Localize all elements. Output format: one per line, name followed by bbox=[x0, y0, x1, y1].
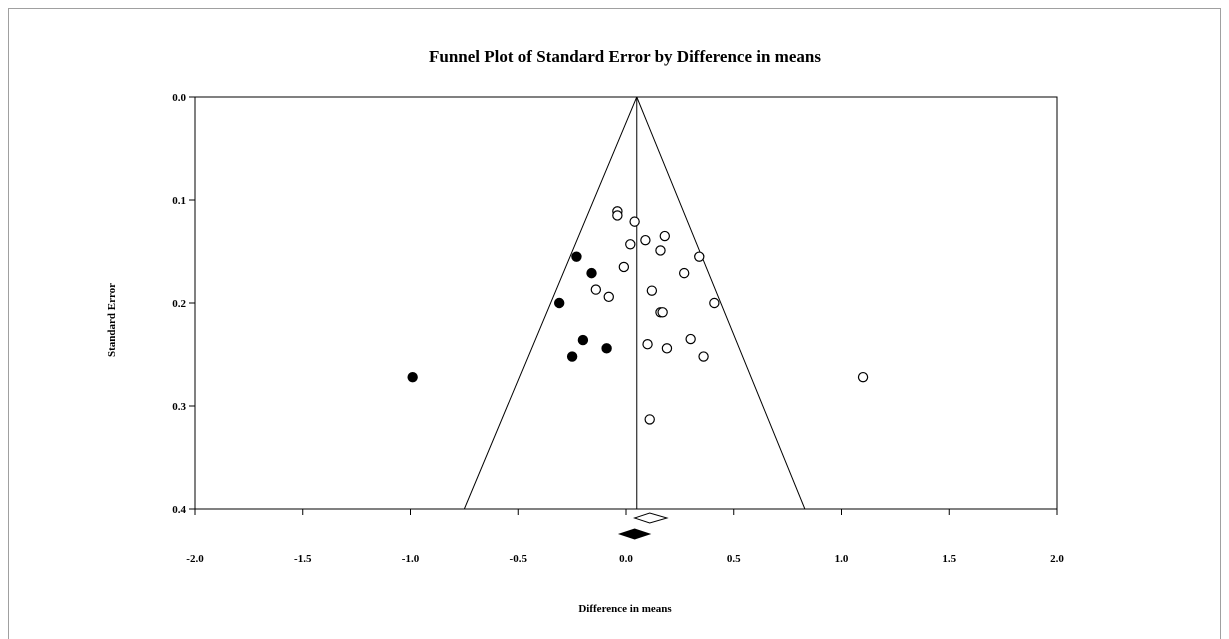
observed-study-point bbox=[618, 261, 630, 273]
imputed-study-point bbox=[566, 351, 578, 362]
y-tick-label: 0.0 bbox=[172, 92, 186, 104]
observed-study-point bbox=[659, 230, 670, 242]
y-axis-label: Standard Error bbox=[106, 283, 118, 357]
study-points bbox=[407, 206, 869, 425]
imputed-study-point bbox=[407, 371, 418, 383]
observed-study-point bbox=[603, 291, 614, 303]
x-tick-label: 0.5 bbox=[727, 553, 741, 565]
y-tick-label: 0.3 bbox=[172, 401, 186, 413]
x-tick-label: -0.5 bbox=[510, 553, 528, 565]
x-tick-label: 1.0 bbox=[835, 553, 849, 565]
imputed-study-point bbox=[601, 343, 612, 354]
observed-study-point bbox=[640, 234, 651, 246]
x-tick-label: -1.5 bbox=[294, 553, 312, 565]
imputed-study-point bbox=[571, 251, 582, 262]
funnel-left-line bbox=[463, 96, 638, 510]
imputed-study-point bbox=[577, 334, 589, 346]
observed-study-point bbox=[657, 307, 668, 318]
imputed-study-point bbox=[586, 267, 597, 279]
x-tick-label: 2.0 bbox=[1050, 553, 1064, 565]
observed-study-point bbox=[857, 371, 869, 383]
axis-ticks: -2.0 -1.5 -1.0 -0.5 0.0 0.5 1.0 1.5 2.0 0.0 0.1 0.2… bbox=[172, 92, 1064, 565]
x-tick-label: -2.0 bbox=[186, 553, 204, 565]
x-axis-label: Difference in means bbox=[578, 603, 672, 615]
observed-study-point bbox=[646, 285, 658, 296]
observed-study-point bbox=[625, 239, 636, 250]
observed-study-point bbox=[709, 297, 720, 309]
funnel-lines bbox=[463, 96, 806, 510]
observed-summary-diamond bbox=[633, 512, 669, 524]
observed-study-point bbox=[698, 351, 709, 362]
x-tick-label: 0.0 bbox=[619, 553, 633, 565]
observed-study-point bbox=[629, 216, 640, 227]
observed-study-point bbox=[655, 245, 666, 256]
x-tick-label: 1.5 bbox=[942, 553, 956, 565]
adjusted-summary-diamond bbox=[617, 528, 652, 540]
summary-diamonds bbox=[617, 512, 669, 540]
observed-study-point bbox=[661, 343, 673, 354]
chart-frame bbox=[8, 8, 1221, 639]
y-tick-label: 0.2 bbox=[172, 298, 186, 310]
funnel-right-line bbox=[636, 96, 806, 510]
observed-study-point bbox=[642, 339, 653, 350]
chart-title: Funnel Plot of Standard Error by Differe… bbox=[429, 47, 821, 66]
observed-study-point bbox=[678, 267, 690, 279]
observed-study-point bbox=[685, 333, 696, 345]
y-tick-label: 0.4 bbox=[172, 504, 186, 516]
y-tick-label: 0.1 bbox=[172, 195, 186, 207]
imputed-study-point bbox=[553, 297, 565, 309]
x-tick-label: -1.0 bbox=[402, 553, 420, 565]
observed-study-point bbox=[590, 284, 602, 295]
plot-area bbox=[194, 96, 1058, 510]
observed-study-point bbox=[644, 414, 655, 425]
observed-study-point bbox=[694, 251, 705, 262]
observed-study-point bbox=[612, 210, 623, 221]
